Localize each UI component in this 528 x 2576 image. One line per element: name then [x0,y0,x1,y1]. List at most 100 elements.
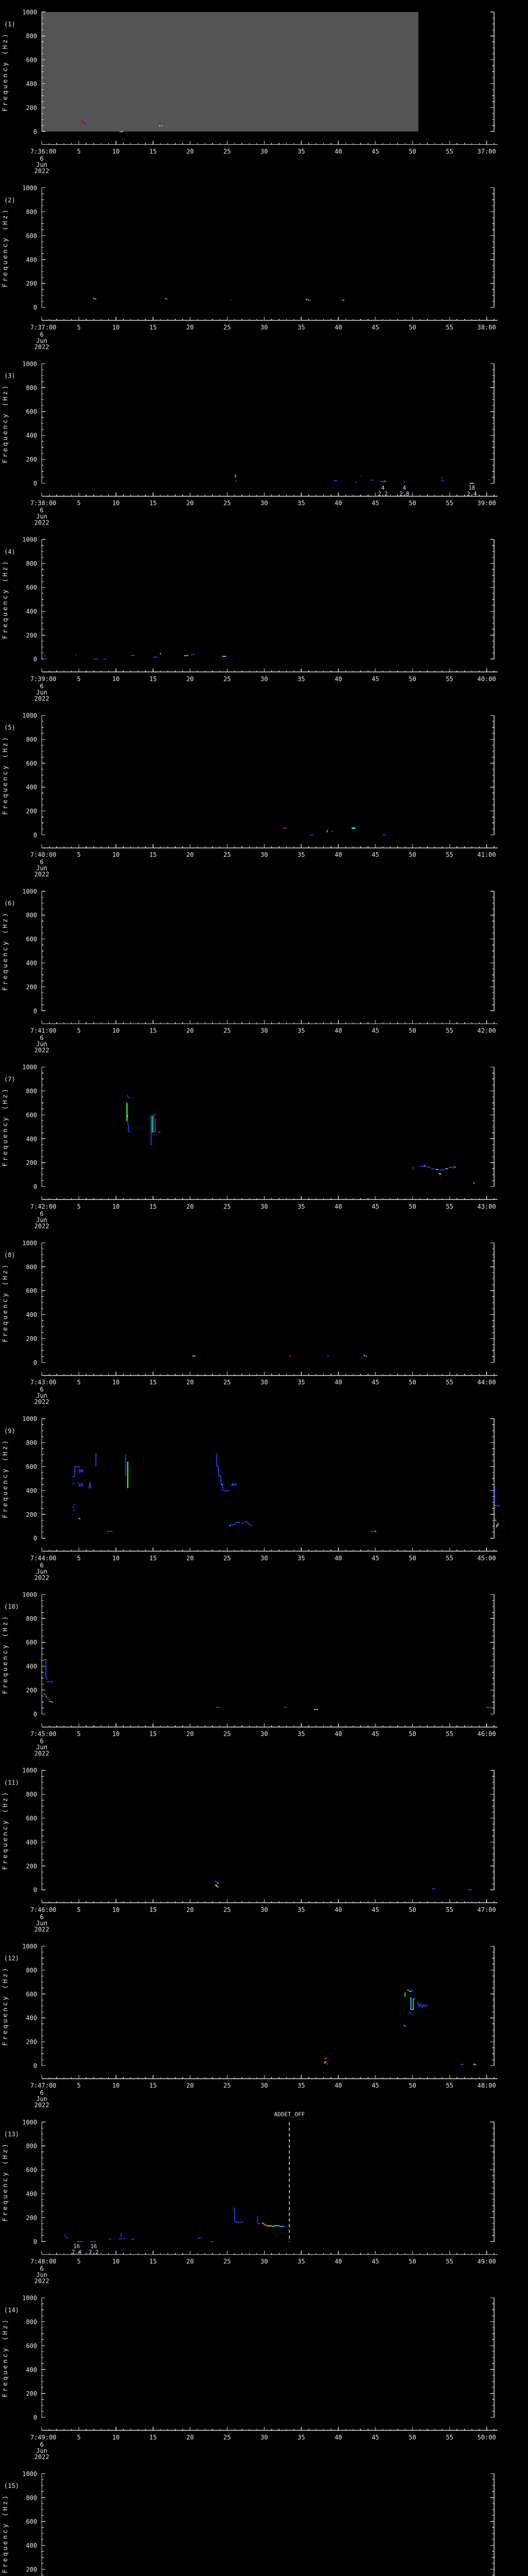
spectral-event-dot [85,124,87,125]
date-label-line: 2022 [35,2278,50,2285]
x-tick-label: 10 [112,2082,120,2089]
x-tick-label: 20 [186,2258,193,2265]
date-label-line: 2022 [35,519,50,527]
date-label-line: 6 [40,2089,43,2096]
y-tick-label: 800 [26,1439,37,1447]
y-tick-label: 0 [34,1007,37,1014]
y-tick-label: 1000 [22,1415,37,1422]
x-tick-label: 25 [223,1379,230,1386]
x-end-time-label: 48:00 [477,2082,496,2089]
x-tick-label: 15 [149,324,156,331]
x-tick-label: 30 [260,1906,268,1913]
spectral-event-dot [194,1355,196,1357]
spectral-event-dot [229,1525,231,1527]
spectral-event-dot [403,481,405,483]
y-tick-label: 400 [26,80,37,88]
panel-index-label: (9) [4,1427,15,1434]
y-tick-label: 600 [26,584,37,591]
y-tick-label: 0 [34,2062,37,2070]
y-tick-label: 800 [26,384,37,392]
y-tick-label: 1000 [22,360,37,367]
x-tick-label: 35 [298,1027,305,1034]
x-tick-label: 5 [77,851,80,858]
y-axis-title: Frequency (Hz) [1,1438,9,1518]
y-axis-title: Frequency (Hz) [1,1615,9,1694]
date-label-line: 6 [40,2441,43,2448]
x-end-time-label: 42:00 [477,1027,496,1034]
date-label-line: 2022 [35,343,50,350]
spectral-event-dot [497,1523,499,1525]
x-tick-label: 40 [335,2258,342,2265]
x-tick-label: 35 [298,1554,305,1562]
x-tick-label: 35 [298,1731,305,1738]
x-tick-label: 20 [186,2434,193,2441]
y-tick-label: 600 [26,2166,37,2174]
date-label-line: 2022 [35,1046,50,1054]
y-tick-label: 1000 [22,1591,37,1598]
x-tick-label: 20 [186,324,193,331]
spectral-event-dot [219,1706,220,1708]
spectral-event [81,1483,84,1487]
spectral-event-dot [340,299,342,301]
x-tick-label: 45 [372,1203,379,1210]
date-label-line: 6 [40,1210,43,1217]
x-tick-label: 35 [298,148,305,155]
spectral-event-dot [127,1487,129,1488]
x-tick-label: 50 [409,1731,416,1738]
x-tick-label: 40 [335,1554,342,1562]
event-annotation: 2.4 [72,2249,81,2256]
spectrogram-panel-8: 0 200 400 600 800 1000 Frequency (Hz) (8) 7:43:0… [1,1240,498,1405]
spectral-event-dot [50,1681,52,1683]
y-tick-label: 600 [26,1287,37,1295]
x-tick-label: 5 [77,1906,80,1913]
y-tick-label: 0 [34,656,37,663]
spectral-event-dot [403,2025,405,2027]
y-tick-label: 200 [26,104,37,111]
x-start-time-label: 7:49:00 [30,2434,57,2441]
x-tick-label: 30 [260,148,268,155]
y-tick-label: 200 [26,1335,37,1342]
spectral-event-dot [51,1701,53,1703]
x-tick-label: 25 [223,1731,230,1738]
date-label-line: 2022 [35,1750,50,1757]
event-annotation: 4 [403,485,406,492]
x-tick-label: 5 [77,324,80,331]
date-label-line: Jun [36,161,47,168]
x-tick-label: 40 [335,1379,342,1386]
panel-index-label: (7) [4,1076,15,1083]
spectral-event [274,2225,277,2227]
spectral-event [81,1469,84,1473]
y-tick-label: 400 [26,608,37,615]
y-tick-label: 200 [26,456,37,463]
y-tick-label: 0 [34,1183,37,1191]
y-tick-label: 800 [26,1967,37,1974]
x-tick-label: 25 [223,1906,230,1913]
x-tick-label: 25 [223,1554,230,1562]
date-label-line: Jun [36,513,47,520]
x-tick-label: 20 [186,1554,193,1562]
y-axis-title: Frequency (Hz) [1,32,9,111]
spectral-event [89,1482,92,1489]
y-tick-label: 200 [26,1159,37,1166]
y-tick-label: 600 [26,57,37,64]
panel-title: ADDET_OFF [274,2111,305,2118]
date-label-line: 6 [40,1386,43,1393]
spectral-event-dot [473,2063,475,2065]
spectral-event-dot [127,1095,129,1097]
y-tick-label: 600 [26,2342,37,2349]
y-tick-label: 600 [26,232,37,240]
date-label-line: Jun [36,689,47,696]
x-tick-label: 10 [112,500,120,507]
spectral-event-dot [233,2208,235,2209]
x-tick-label: 5 [77,2434,80,2441]
spectral-event-dot [44,655,46,656]
x-tick-label: 55 [446,2082,453,2089]
date-label-line: Jun [36,1392,47,1399]
spectral-event [235,1483,238,1486]
x-end-time-label: 40:00 [477,675,496,683]
y-axis-title: Frequency (Hz) [1,1790,9,1870]
y-axis-title: Frequency (Hz) [1,1263,9,1342]
spectral-event-dot [412,2014,414,2015]
y-tick-label: 200 [26,1862,37,1870]
